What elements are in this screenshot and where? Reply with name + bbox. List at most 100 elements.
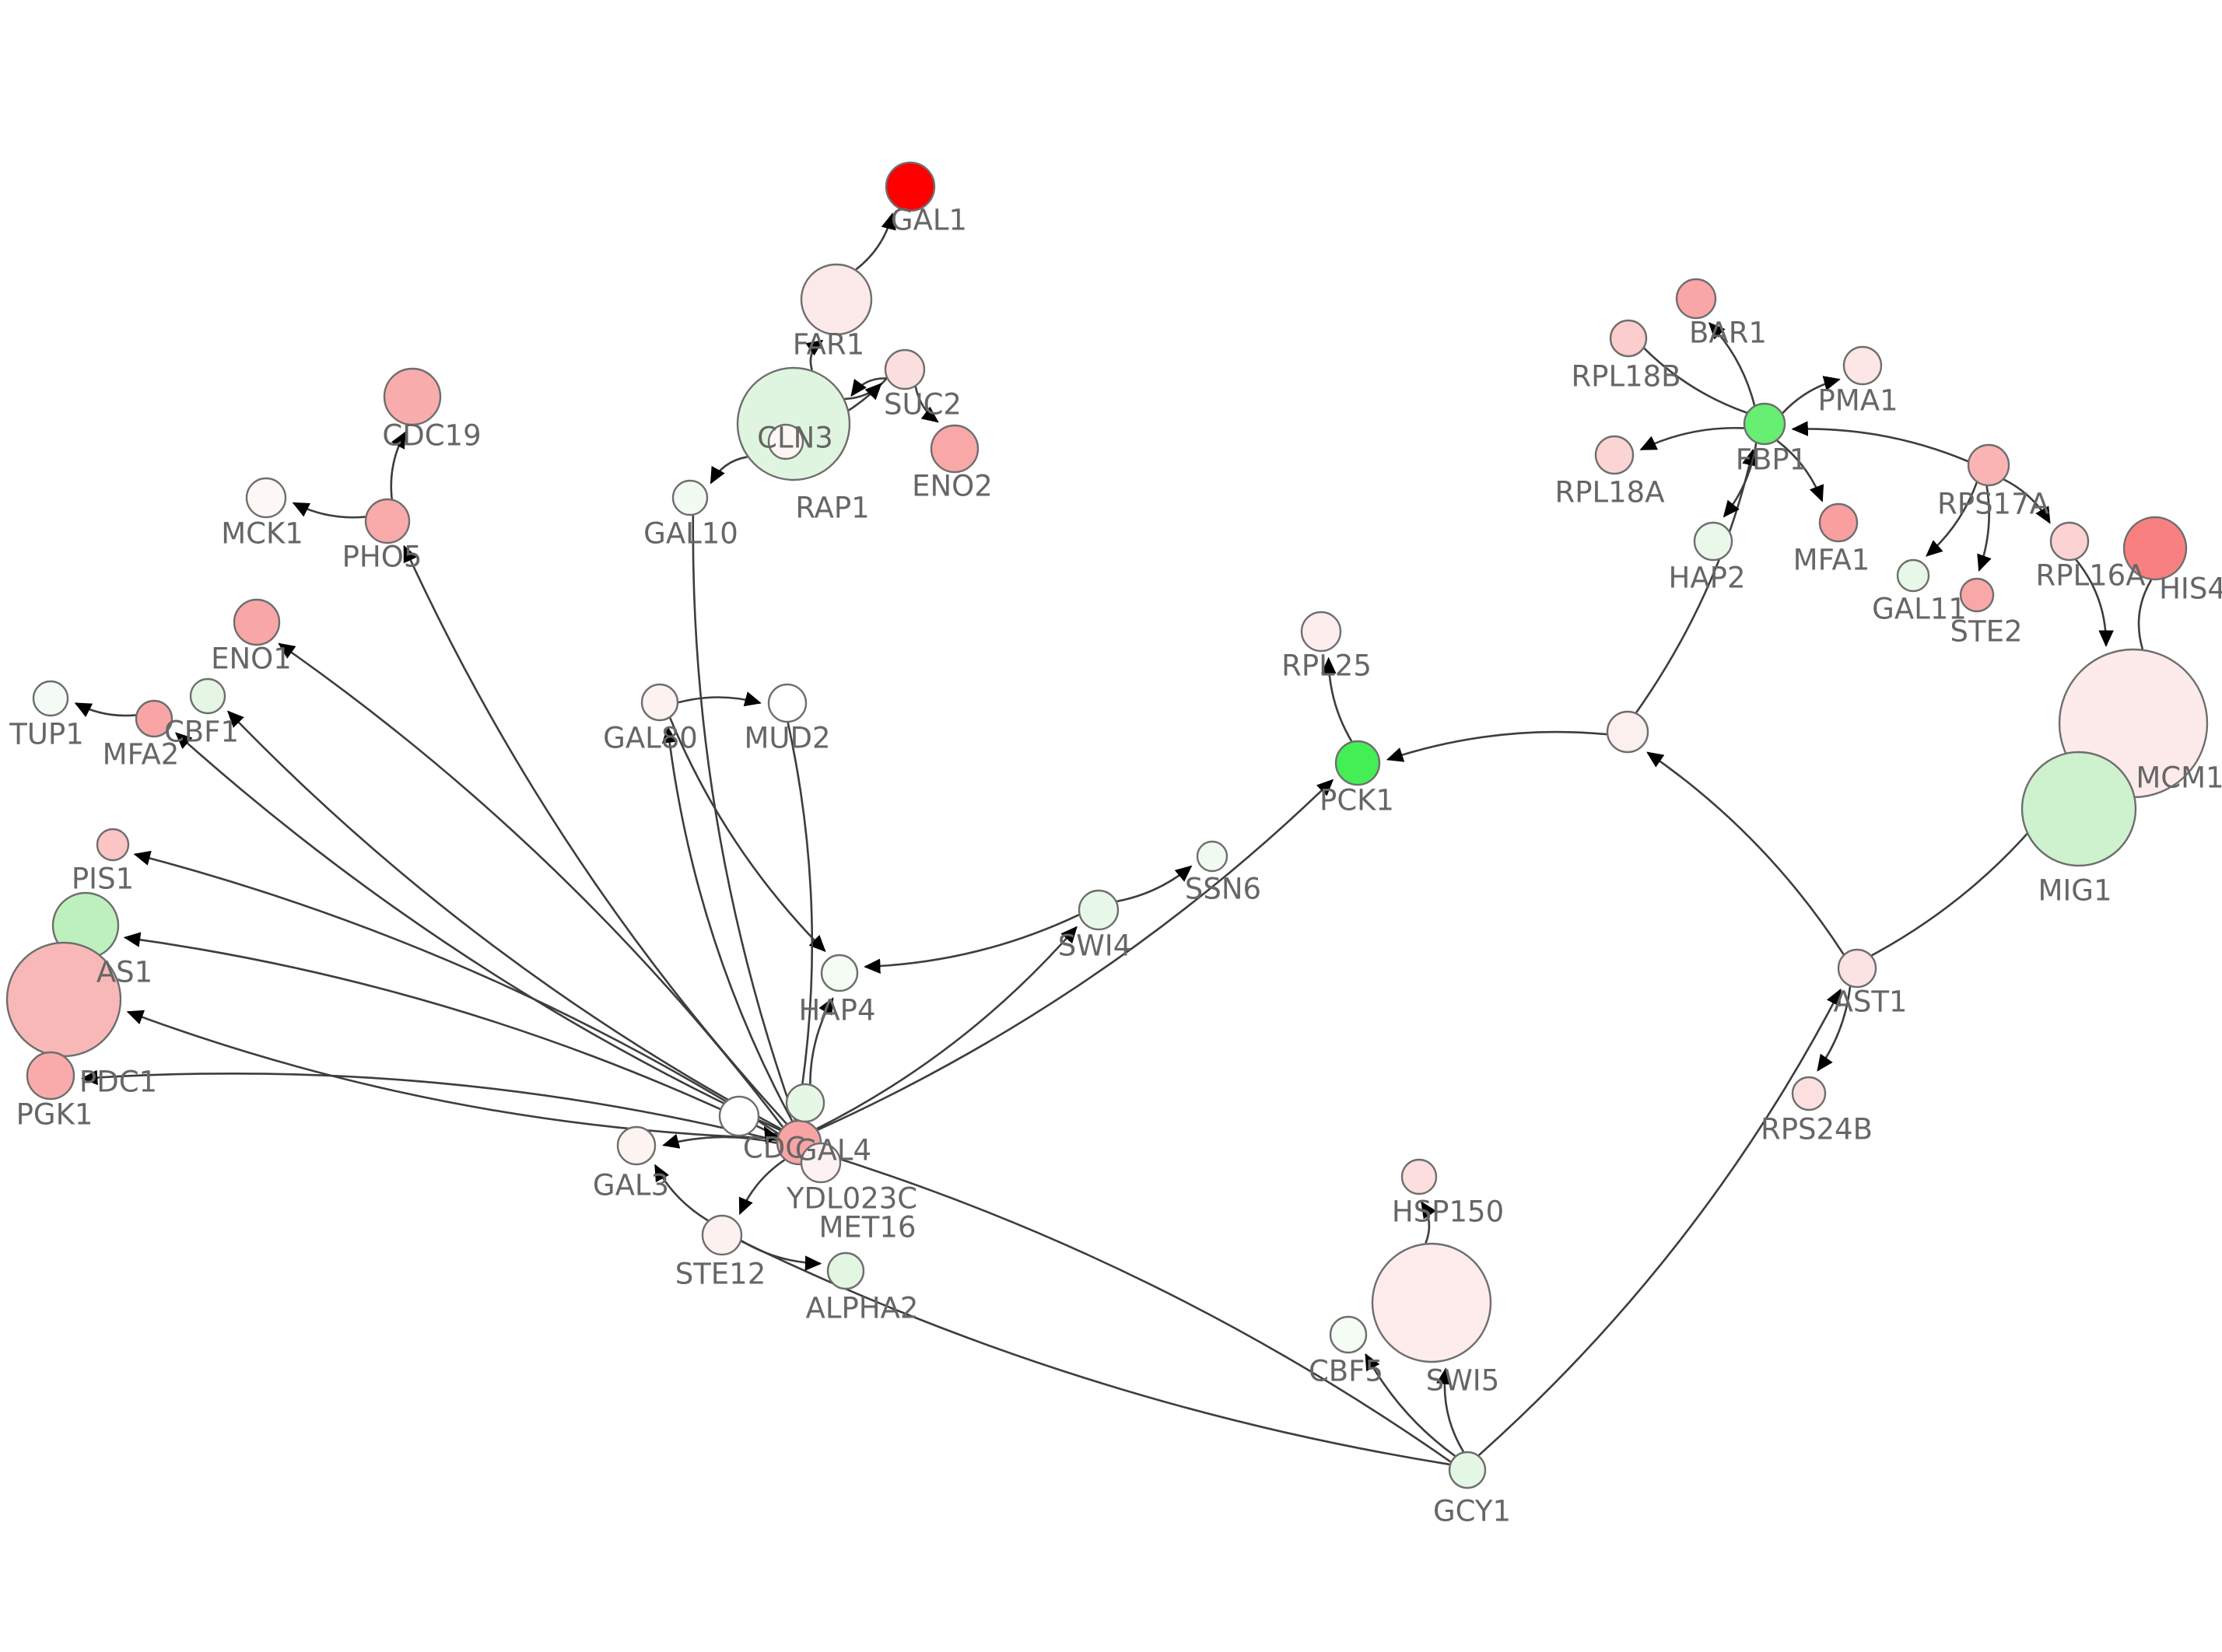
graph-node-ast1[interactable] xyxy=(1837,948,1877,989)
node-label-rpl16a: RPL16A xyxy=(2035,559,2145,593)
node-label-suc2: SUC2 xyxy=(884,388,962,422)
graph-node-hub1[interactable] xyxy=(1606,710,1649,754)
graph-node-ste12[interactable] xyxy=(701,1214,743,1256)
node-label-mfa1: MFA1 xyxy=(1793,544,1870,577)
node-label-his4: HIS4 xyxy=(2159,572,2222,606)
graph-edge xyxy=(2075,558,2114,647)
graph-node-mig1[interactable] xyxy=(2020,751,2137,867)
graph-node-tup1[interactable] xyxy=(32,680,69,717)
graph-edge xyxy=(292,502,366,519)
graph-node-mfa2[interactable] xyxy=(135,699,173,738)
graph-node-hap4b[interactable] xyxy=(785,1083,825,1123)
graph-node-pgk1[interactable] xyxy=(26,1051,75,1101)
graph-edge xyxy=(914,386,939,423)
graph-node-swi4[interactable] xyxy=(1078,889,1120,931)
graph-node-hap4[interactable] xyxy=(820,954,859,992)
graph-edge xyxy=(710,456,748,485)
graph-edge xyxy=(1646,751,1845,955)
node-label-pma1: PMA1 xyxy=(1817,384,1898,418)
node-label-pis1: PIS1 xyxy=(72,863,134,896)
graph-edge xyxy=(669,717,826,953)
graph-node-swi5[interactable] xyxy=(1371,1242,1492,1363)
graph-edge xyxy=(654,1164,709,1222)
graph-node-rpl18a[interactable] xyxy=(1594,435,1635,475)
node-label-rpl18a: RPL18A xyxy=(1554,476,1664,509)
graph-edge xyxy=(805,339,824,371)
graph-edge xyxy=(80,1069,777,1142)
graph-edge xyxy=(1436,1367,1465,1453)
node-label-gal3: GAL3 xyxy=(593,1169,669,1202)
graph-edge xyxy=(226,710,782,1130)
node-label-tup1: TUP1 xyxy=(9,718,84,751)
graph-node-gal11[interactable] xyxy=(1896,558,1930,593)
node-label-cbf5: CBF5 xyxy=(1309,1355,1383,1388)
node-label-bar1: BAR1 xyxy=(1689,317,1767,350)
graph-edge xyxy=(864,913,1080,975)
graph-edge xyxy=(123,932,778,1137)
nodes-layer xyxy=(5,161,2209,1489)
node-label-met16: MET16 xyxy=(819,1211,916,1244)
edges-layer xyxy=(74,212,2153,1466)
graph-edge xyxy=(661,726,794,1122)
graph-node-cdc19[interactable] xyxy=(383,367,442,426)
graph-node-ste2[interactable] xyxy=(1959,577,1995,613)
graph-edge xyxy=(390,431,406,499)
graph-edge xyxy=(1926,481,1978,557)
graph-node-cdc28[interactable] xyxy=(718,1095,760,1137)
graph-node-rap1[interactable] xyxy=(767,423,804,460)
graph-node-rpl18b[interactable] xyxy=(1609,319,1648,358)
graph-node-hap2[interactable] xyxy=(1693,521,1733,562)
graph-node-eno1[interactable] xyxy=(233,598,281,646)
graph-node-mud2[interactable] xyxy=(767,683,808,723)
graph-node-pis1[interactable] xyxy=(96,828,130,862)
graph-node-ssn6[interactable] xyxy=(1196,840,1228,873)
node-label-rap1: RAP1 xyxy=(795,492,869,525)
graph-edge xyxy=(809,997,834,1084)
graph-node-fbp1[interactable] xyxy=(1743,402,1786,446)
graph-node-cln3[interactable] xyxy=(736,366,851,481)
graph-node-rps24b[interactable] xyxy=(1791,1076,1827,1111)
graph-node-pma1[interactable] xyxy=(1842,345,1883,386)
graph-node-suc2[interactable] xyxy=(884,348,926,390)
graph-node-rpl25[interactable] xyxy=(1300,611,1342,653)
graph-edge xyxy=(850,377,887,397)
graph-node-eno2[interactable] xyxy=(930,424,980,474)
graph-node-cbf5[interactable] xyxy=(1329,1315,1368,1354)
graph-edge xyxy=(2137,579,2153,650)
graph-node-gal80[interactable] xyxy=(640,683,679,722)
graph-node-his4[interactable] xyxy=(2122,516,2188,581)
labels-layer: GAL1 FAR1 SUC2 ENO2 CLN3 RAP1 GAL10 CDC19 MCK1 PH… xyxy=(9,204,2222,1528)
graph-edge xyxy=(855,212,896,271)
graph-node-cbf1[interactable] xyxy=(189,677,226,715)
graph-node-ydl023c[interactable] xyxy=(800,1142,842,1184)
graph-edge xyxy=(2003,478,2051,524)
graph-node-rps17a[interactable] xyxy=(1967,443,2010,487)
graph-node-pho5[interactable] xyxy=(364,498,411,544)
graph-node-gal3[interactable] xyxy=(616,1125,657,1166)
graph-node-alpha2[interactable] xyxy=(826,1251,865,1290)
graph-node-bar1[interactable] xyxy=(1675,278,1717,320)
node-label-cbf1: CBF1 xyxy=(164,716,239,749)
graph-node-gal10[interactable] xyxy=(671,479,709,516)
graph-node-rpl16a[interactable] xyxy=(2049,521,2090,562)
graph-node-gcy1[interactable] xyxy=(1448,1451,1487,1489)
graph-edge xyxy=(787,722,814,1114)
node-label-ste12: STE12 xyxy=(675,1258,766,1291)
node-label-pck1: PCK1 xyxy=(1320,784,1394,817)
graph-node-mck1[interactable] xyxy=(245,477,287,519)
node-label-swi5: SWI5 xyxy=(1426,1364,1500,1398)
graph-node-mfa1[interactable] xyxy=(1818,502,1859,543)
graph-edge xyxy=(844,377,888,401)
graph-edge xyxy=(1421,1201,1437,1244)
graph-edge xyxy=(741,1240,822,1271)
node-label-ydl023c: YDL023C xyxy=(786,1182,917,1216)
graph-node-hsp150[interactable] xyxy=(1400,1158,1438,1195)
graph-node-far1[interactable] xyxy=(800,263,873,336)
node-label-mfa2: MFA2 xyxy=(103,738,180,772)
node-label-ast1: AST1 xyxy=(1834,985,1908,1019)
graph-node-pck1[interactable] xyxy=(1334,740,1381,786)
graph-node-gal1[interactable] xyxy=(885,161,936,212)
graph-edge xyxy=(662,1133,777,1149)
